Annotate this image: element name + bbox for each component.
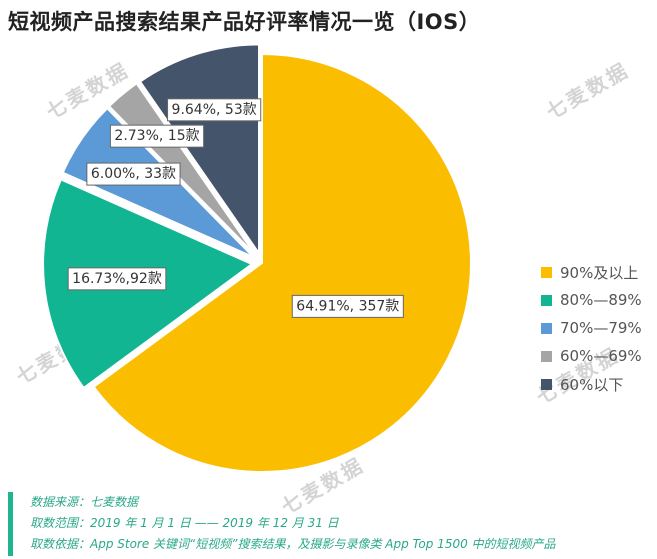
legend-item: 80%—89% [541, 286, 642, 314]
legend-swatch [541, 350, 552, 362]
footer: 数据来源：七麦数据 取数范围：2019 年 1 月 1 日 —— 2019 年 … [8, 492, 556, 556]
pie-slice [138, 43, 261, 257]
legend-label: 80%—89% [560, 291, 642, 309]
data-label-text: 6.00%, 33款 [91, 166, 176, 182]
legend-swatch [541, 322, 552, 334]
footer-source: 数据来源：七麦数据 [30, 495, 139, 509]
footer-accent-bar [8, 492, 13, 556]
legend-item: 90%及以上 [541, 258, 642, 286]
legend-item: 70%—79% [541, 314, 642, 342]
legend-item: 60%—69% [541, 342, 642, 370]
legend-swatch [541, 378, 552, 390]
footer-basis: 取数依据：App Store 关键词“短视频”搜索结果，及摄影与录像类 App … [30, 537, 556, 551]
chart-title: 短视频产品搜索结果产品好评率情况一览（IOS） [8, 10, 481, 34]
legend-label: 70%—79% [560, 319, 642, 337]
legend: 90%及以上 80%—89% 70%—79% 60%—69% 60%以下 [541, 258, 642, 398]
legend-swatch [541, 266, 552, 278]
pie-slice [92, 52, 472, 473]
legend-swatch [541, 294, 552, 306]
data-label: 2.73%, 15款 [109, 124, 205, 148]
data-label: 9.64%, 53款 [167, 98, 262, 122]
legend-label: 60%以下 [560, 375, 624, 394]
data-label: 64.91%, 357款 [291, 294, 404, 318]
legend-label: 60%—69% [560, 347, 642, 365]
legend-label: 90%及以上 [560, 263, 639, 282]
legend-item: 60%以下 [541, 370, 642, 398]
data-label-box [67, 267, 167, 291]
data-label: 16.73%,92款 [67, 267, 167, 291]
data-label-text: 64.91%, 357款 [296, 298, 399, 314]
data-label: 6.00%, 33款 [86, 162, 181, 186]
data-label-box [86, 162, 181, 186]
data-label-box [291, 294, 404, 318]
data-label-box [167, 98, 262, 122]
data-label-text: 2.73%, 15款 [114, 128, 199, 144]
data-label-text: 16.73%,92款 [72, 271, 162, 287]
data-label-text: 9.64%, 53款 [172, 102, 257, 118]
data-label-box [109, 124, 205, 148]
footer-range: 取数范围：2019 年 1 月 1 日 —— 2019 年 12 月 31 日 [30, 516, 339, 530]
